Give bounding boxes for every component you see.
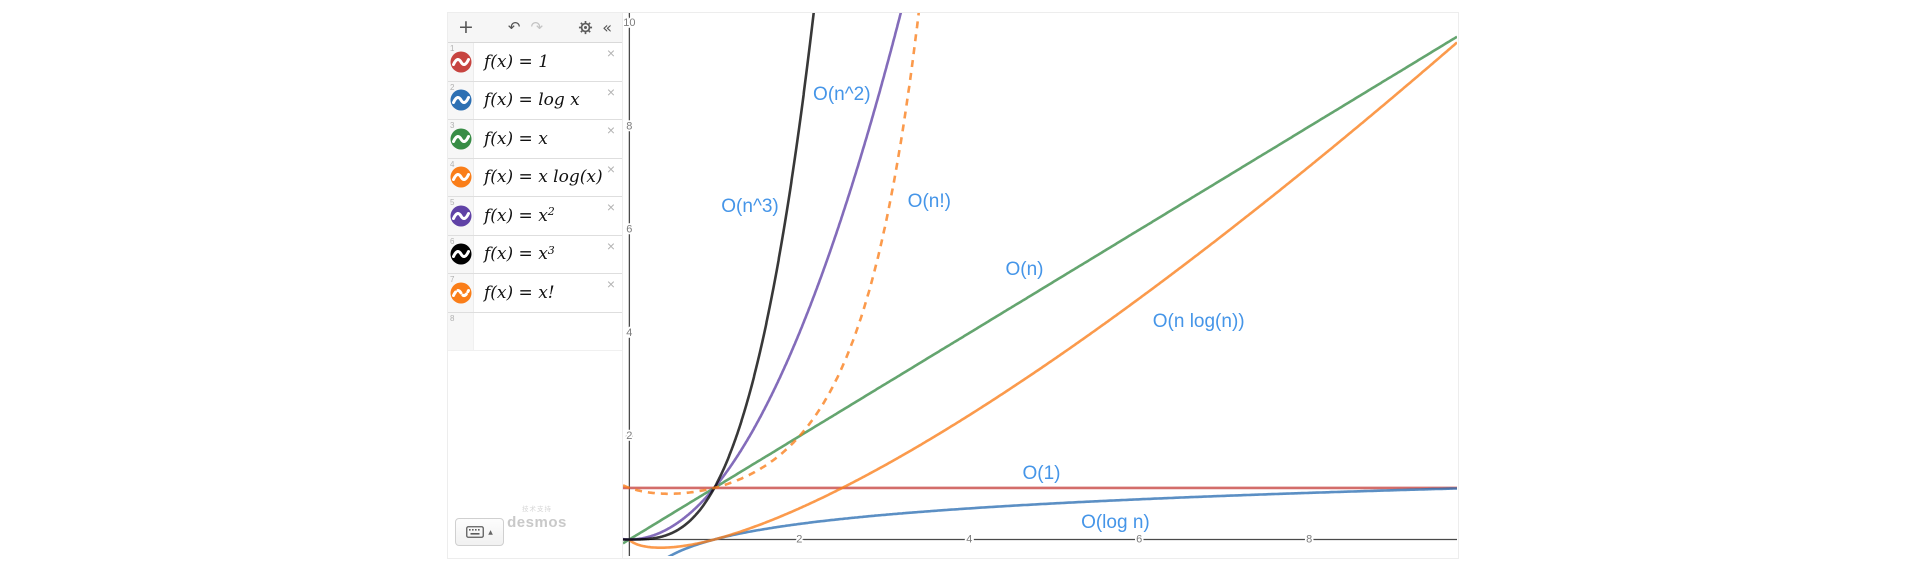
delete-expression-icon[interactable]: × (606, 122, 615, 138)
undo-button[interactable]: ↶ (507, 18, 521, 36)
expression-index: 4 (450, 159, 455, 169)
watermark-subtext: 技术支持 (522, 506, 552, 513)
show-keyboard-button[interactable]: ▲ (455, 518, 504, 546)
keyboard-icon (466, 526, 485, 538)
expression-list: 1 f(x) = 1 × 2 (448, 43, 622, 351)
delete-expression-icon[interactable]: × (606, 237, 615, 254)
desmos-watermark: 技术支持 desmos (506, 506, 568, 531)
curve-visibility-icon[interactable] (450, 128, 472, 150)
expression-index: 6 (450, 236, 455, 246)
curve-visibility-icon[interactable] (450, 282, 472, 304)
expression-text: f(x) = x! (484, 282, 555, 303)
expression-row-1[interactable]: 1 f(x) = 1 × (448, 43, 622, 82)
expression-text: f(x) = 1 (484, 51, 550, 72)
big-o-label: O(n^3) (721, 196, 778, 217)
expression-gutter: 2 (448, 81, 474, 119)
big-o-label: O(n log(n)) (1153, 311, 1245, 332)
expression-gutter: 1 (448, 43, 474, 81)
expression-gutter: 7 (448, 274, 474, 312)
expression-exponent: 3 (547, 243, 555, 257)
expression-math[interactable]: f(x) = log x (474, 82, 622, 120)
expression-gutter: 8 (448, 312, 474, 350)
curve-x![interactable] (623, 13, 927, 496)
expression-math[interactable]: f(x) = x (474, 120, 622, 158)
expression-index: 3 (450, 121, 455, 130)
graph-svg[interactable]: 2 4 6 8 10 2 4 6 8 O(n^2) O(n^3) O(n!) O(n) O(n log(n… (623, 13, 1457, 556)
expression-math[interactable]: f(x) = x! (474, 274, 622, 312)
expression-row-3[interactable]: 3 f(x) = x × (448, 120, 622, 159)
keyboard-open-arrow: ▲ (488, 528, 493, 536)
expression-row-7[interactable]: 7 f(x) = x! × (448, 274, 622, 313)
delete-expression-icon[interactable]: × (606, 83, 615, 100)
expression-index: 7 (450, 275, 455, 284)
collapse-panel-button[interactable]: « (602, 17, 612, 37)
svg-text:4: 4 (626, 327, 632, 339)
delete-expression-icon[interactable]: × (606, 160, 615, 177)
expression-index: 1 (450, 44, 455, 53)
svg-text:4: 4 (966, 533, 972, 545)
curve-x*log10(x)[interactable] (628, 41, 1458, 549)
expression-text: f(x) = x (484, 244, 548, 265)
expression-index: 2 (450, 82, 455, 92)
expression-toolbar: + ↶ ↷ « (448, 13, 622, 43)
delete-expression-icon[interactable]: × (606, 199, 615, 215)
svg-text:2: 2 (796, 533, 802, 545)
desmos-widget: + ↶ ↷ « 1 (447, 12, 1459, 559)
expression-text: f(x) = log x (484, 90, 580, 111)
curve-log10(x)[interactable] (631, 487, 1457, 557)
expression-gutter: 3 (448, 120, 474, 158)
big-o-label: O(n!) (908, 191, 951, 212)
svg-text:6: 6 (1136, 533, 1142, 545)
expression-gutter: 5 (448, 197, 474, 235)
expression-math[interactable]: f(x) = 1 (474, 43, 622, 81)
curve-visibility-icon[interactable] (450, 243, 472, 265)
expression-row-8-empty[interactable]: 8 (448, 312, 622, 351)
graph-canvas[interactable]: 2 4 6 8 10 2 4 6 8 O(n^2) O(n^3) O(n!) O(n) O(n log(n… (623, 13, 1458, 558)
expression-index: 8 (450, 313, 455, 323)
expression-row-2[interactable]: 2 f(x) = log x × (448, 81, 622, 120)
svg-text:2: 2 (626, 430, 632, 442)
expression-math-empty[interactable] (474, 313, 622, 351)
curve-visibility-icon[interactable] (450, 51, 472, 73)
expression-panel: + ↶ ↷ « 1 (448, 13, 623, 558)
svg-text:8: 8 (1306, 533, 1312, 545)
expression-math[interactable]: f(x) = x log(x) (474, 159, 622, 197)
big-o-label: O(1) (1022, 463, 1060, 484)
curve-visibility-icon[interactable] (450, 166, 472, 188)
big-o-label: O(log n) (1081, 512, 1150, 533)
expression-text: f(x) = x (484, 205, 548, 226)
expression-text: f(x) = x log(x) (484, 167, 603, 188)
big-o-label: O(n) (1005, 259, 1043, 280)
expression-text: f(x) = x (484, 128, 548, 149)
expression-row-4[interactable]: 4 f(x) = x log(x) × (448, 158, 622, 197)
curve-visibility-icon[interactable] (450, 205, 472, 227)
curve-visibility-icon[interactable] (450, 89, 472, 111)
expression-exponent: 2 (547, 205, 555, 219)
curve-x^2[interactable] (623, 13, 910, 541)
delete-expression-icon[interactable]: × (606, 45, 615, 61)
delete-expression-icon[interactable]: × (606, 276, 615, 292)
curve-x^3[interactable] (623, 13, 821, 541)
add-expression-button[interactable]: + (458, 16, 474, 38)
expression-gutter: 6 (448, 235, 474, 273)
svg-text:10: 10 (623, 17, 635, 29)
big-o-label: O(n^2) (813, 84, 870, 105)
svg-text:8: 8 (626, 120, 632, 132)
redo-button[interactable]: ↷ (530, 18, 544, 36)
curve-x[interactable] (623, 35, 1457, 545)
settings-gear-icon[interactable] (578, 20, 593, 35)
svg-text:6: 6 (626, 224, 632, 236)
expression-index: 5 (450, 198, 455, 207)
desmos-logo-text: desmos (507, 513, 567, 531)
expression-gutter: 4 (448, 158, 474, 196)
